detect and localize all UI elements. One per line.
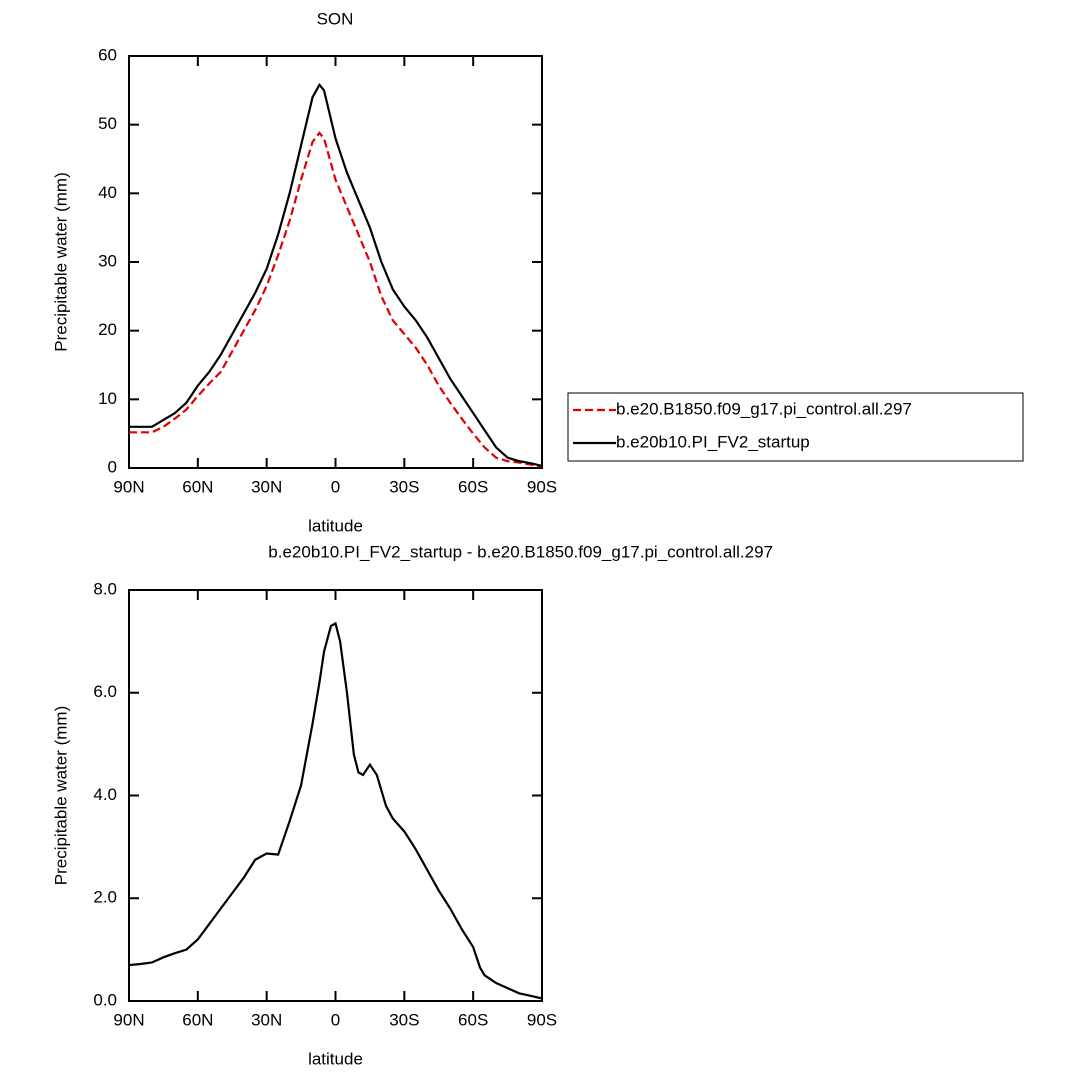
plot-frame [128,55,543,469]
y-tick-label: 2.0 [93,888,117,907]
y-axis-label: Precipitable water (mm) [51,172,70,352]
x-tick-label: 60N [182,477,213,496]
y-tick-label: 30 [98,251,117,270]
y-tick-label: 60 [98,45,117,64]
legend-box [567,392,1024,462]
y-tick-label: 40 [98,183,117,202]
y-tick-label: 6.0 [93,682,117,701]
x-tick-label: 0 [331,1010,340,1029]
y-axis-label: Precipitable water (mm) [51,706,70,886]
data-line [128,621,543,1000]
y-tick-label: 4.0 [93,785,117,804]
y-tick-label: 20 [98,320,117,339]
x-tick-label: 30N [251,477,282,496]
x-tick-label: 60N [182,1010,213,1029]
x-tick-label: 60S [458,477,488,496]
x-tick-label: 90N [113,1010,144,1029]
plot-frame [128,589,543,1002]
data-line [129,131,543,468]
chart-title: b.e20b10.PI_FV2_startup - b.e20.B1850.f0… [268,542,773,561]
x-tick-label: 90S [527,1010,557,1029]
x-tick-label: 30S [389,1010,419,1029]
y-tick-label: 8.0 [93,579,117,598]
x-axis-label: latitude [308,516,363,535]
x-tick-label: 60S [458,1010,488,1029]
y-tick-label: 50 [98,114,117,133]
x-tick-label: 90N [113,477,144,496]
x-tick-label: 30S [389,477,419,496]
y-tick-label: 0.0 [93,990,117,1009]
chart-title: SON [317,9,354,28]
y-tick-label: 10 [98,389,117,408]
x-axis-label: latitude [308,1049,363,1068]
x-tick-label: 0 [331,477,340,496]
y-tick-label: 0 [108,457,117,476]
data-line [129,82,543,468]
x-tick-label: 90S [527,477,557,496]
legend-label: b.e20b10.PI_FV2_startup [616,432,810,451]
legend-label: b.e20.B1850.f09_g17.pi_control.all.297 [616,399,912,418]
x-tick-label: 30N [251,1010,282,1029]
